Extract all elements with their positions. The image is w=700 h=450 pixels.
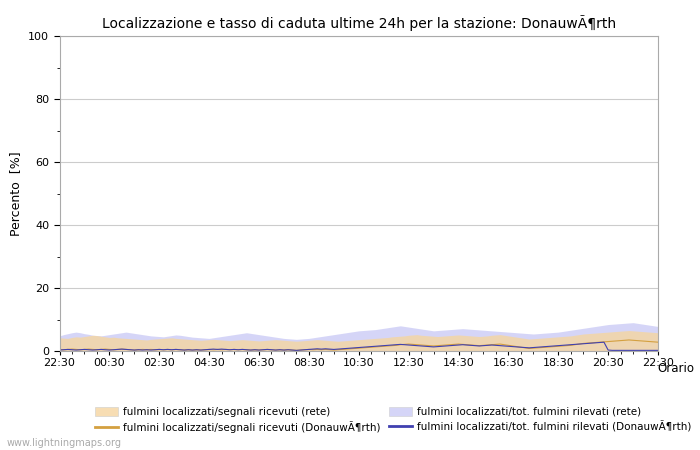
- Title: Localizzazione e tasso di caduta ultime 24h per la stazione: DonauwÃ¶rth: Localizzazione e tasso di caduta ultime …: [102, 15, 616, 31]
- Text: Orario: Orario: [657, 362, 694, 375]
- Text: www.lightningmaps.org: www.lightningmaps.org: [7, 438, 122, 448]
- Legend: fulmini localizzati/segnali ricevuti (rete), fulmini localizzati/segnali ricevut: fulmini localizzati/segnali ricevuti (re…: [94, 407, 691, 433]
- Y-axis label: Percento  [%]: Percento [%]: [10, 151, 22, 236]
